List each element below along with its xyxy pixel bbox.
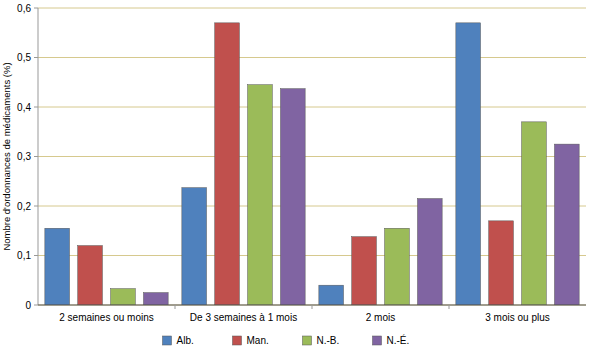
bar xyxy=(319,285,344,305)
tick-label: 0,6 xyxy=(17,3,31,14)
legend: Alb. Man. N.-B. N.-É. xyxy=(163,334,410,346)
category-divider xyxy=(175,305,176,309)
bar xyxy=(78,246,103,305)
legend-label: Alb. xyxy=(177,335,194,346)
legend-label: Man. xyxy=(247,335,269,346)
legend-swatch xyxy=(303,336,312,345)
tick-label: 0,3 xyxy=(17,151,31,162)
legend-swatch xyxy=(163,336,172,345)
tick-mark xyxy=(34,156,38,157)
category-divider xyxy=(449,305,450,309)
category-label: 2 mois xyxy=(366,312,395,323)
grid-line xyxy=(38,156,586,157)
bar xyxy=(45,228,70,305)
tick-mark xyxy=(34,107,38,108)
bar xyxy=(111,289,136,305)
bar xyxy=(385,228,410,305)
legend-swatch xyxy=(233,336,242,345)
tick-mark xyxy=(34,206,38,207)
tick-label: 0,1 xyxy=(17,250,31,261)
bar xyxy=(417,199,442,305)
category-label: De 3 semaines à 1 mois xyxy=(190,312,297,323)
bar xyxy=(489,221,514,305)
category-label: 3 mois ou plus xyxy=(485,312,549,323)
legend-label: N.-B. xyxy=(317,335,340,346)
grid-line xyxy=(38,8,586,9)
bar xyxy=(280,89,305,305)
category-label: 2 semaines ou moins xyxy=(59,312,154,323)
bar xyxy=(248,85,273,305)
bar xyxy=(215,23,240,305)
grid-line xyxy=(38,107,586,108)
legend-swatch xyxy=(373,336,382,345)
chart: 0 0,1 0,2 0,3 0,4 0,5 0,6 Nombre d'ordonnances … xyxy=(0,0,589,352)
tick-label: 0,2 xyxy=(17,201,31,212)
tick-mark xyxy=(34,305,38,306)
tick-mark xyxy=(34,8,38,9)
bar xyxy=(182,188,207,305)
tick-label: 0,4 xyxy=(17,102,31,113)
y-axis-label: Nombre d'ordonnances de médicaments (%) xyxy=(1,62,12,250)
bar xyxy=(456,23,481,305)
bar xyxy=(554,144,579,305)
bar xyxy=(522,122,547,305)
grid-line xyxy=(38,206,586,207)
bars xyxy=(45,23,579,305)
tick-mark xyxy=(34,255,38,256)
bar xyxy=(143,293,168,305)
grid-line xyxy=(38,57,586,58)
legend-label: N.-É. xyxy=(387,334,410,346)
tick-label: 0 xyxy=(25,300,31,311)
bar xyxy=(352,237,377,305)
category-divider xyxy=(312,305,313,309)
y-axis xyxy=(38,8,39,305)
tick-label: 0,5 xyxy=(17,52,31,63)
tick-mark xyxy=(34,57,38,58)
